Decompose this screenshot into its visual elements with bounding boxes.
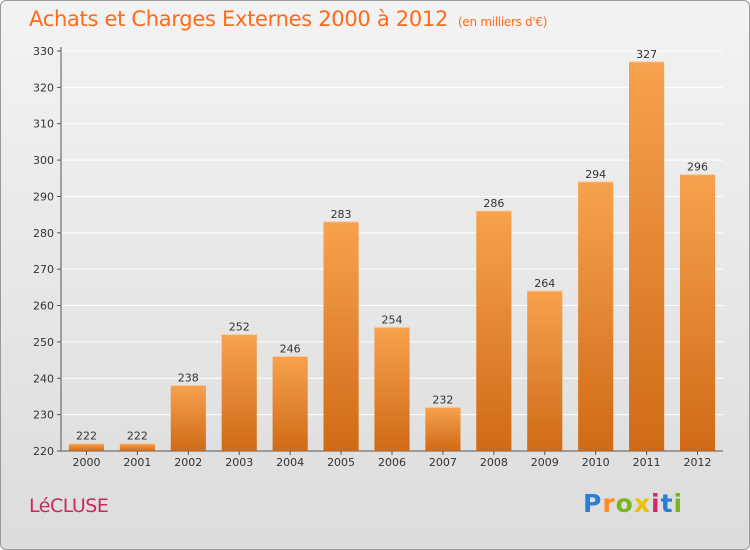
y-tick-label: 310 bbox=[33, 118, 54, 131]
x-tick-label: 2001 bbox=[123, 456, 151, 469]
y-tick-label: 220 bbox=[33, 445, 54, 458]
x-tick-label: 2011 bbox=[633, 456, 661, 469]
x-tick-label: 2005 bbox=[327, 456, 355, 469]
y-tick-label: 250 bbox=[33, 336, 54, 349]
logo-letter: r bbox=[602, 489, 616, 518]
bar-value-label: 222 bbox=[127, 430, 148, 443]
x-tick-label: 2008 bbox=[480, 456, 508, 469]
y-tick-label: 300 bbox=[33, 154, 54, 167]
bar bbox=[679, 174, 716, 452]
bar-value-label: 283 bbox=[331, 208, 352, 221]
bar bbox=[425, 407, 461, 451]
commune-name: LéCLUSE bbox=[29, 495, 109, 517]
bar-value-label: 264 bbox=[534, 277, 555, 290]
logo-letter: i bbox=[651, 489, 661, 518]
bar bbox=[119, 443, 155, 451]
bar bbox=[272, 356, 308, 451]
x-tick-label: 2010 bbox=[582, 456, 610, 469]
y-tick-label: 240 bbox=[33, 372, 54, 385]
chart-title: Achats et Charges Externes 2000 à 2012 bbox=[29, 7, 449, 31]
x-tick-label: 2004 bbox=[276, 456, 304, 469]
x-tick-label: 2000 bbox=[72, 456, 100, 469]
bar-value-label: 246 bbox=[280, 342, 301, 355]
y-tick-label: 270 bbox=[33, 263, 54, 276]
bar-value-label: 254 bbox=[382, 313, 403, 326]
y-tick-label: 290 bbox=[33, 190, 54, 203]
x-tick-label: 2002 bbox=[174, 456, 202, 469]
y-tick-label: 280 bbox=[33, 227, 54, 240]
y-tick-label: 230 bbox=[33, 409, 54, 422]
y-tick-label: 260 bbox=[33, 300, 54, 313]
chart-title-block: Achats et Charges Externes 2000 à 2012 (e… bbox=[29, 7, 547, 31]
bar bbox=[476, 211, 512, 451]
logo-letter: P bbox=[583, 489, 603, 518]
bar-value-label: 286 bbox=[483, 197, 504, 210]
bar bbox=[578, 181, 614, 451]
x-tick-label: 2006 bbox=[378, 456, 406, 469]
logo-letter: i bbox=[673, 489, 684, 518]
bar-value-label: 327 bbox=[636, 48, 657, 61]
bar-value-label: 232 bbox=[432, 393, 453, 406]
logo-letter: o bbox=[615, 489, 634, 518]
bar bbox=[170, 385, 206, 451]
bar-value-label: 252 bbox=[229, 321, 250, 334]
bar-value-label: 294 bbox=[585, 168, 606, 181]
chart-unit: (en milliers d'€) bbox=[458, 15, 548, 29]
x-tick-label: 2003 bbox=[225, 456, 253, 469]
bar-value-label: 296 bbox=[687, 161, 708, 174]
logo-letter: x bbox=[633, 489, 651, 518]
logo-letter: t bbox=[660, 489, 674, 518]
bar bbox=[68, 443, 105, 451]
bar bbox=[629, 61, 665, 452]
bar bbox=[527, 291, 563, 451]
bar-value-label: 238 bbox=[178, 372, 199, 385]
bar bbox=[323, 221, 359, 451]
x-tick-label: 2012 bbox=[684, 456, 712, 469]
bar bbox=[374, 327, 410, 451]
labels: 220 230 240 250 260 270 280 290 300 310 320 330 222 2… bbox=[33, 45, 712, 469]
bars bbox=[68, 61, 716, 452]
proxiti-logo: Proxiti bbox=[583, 489, 683, 518]
y-tick-label: 320 bbox=[33, 81, 54, 94]
x-tick-label: 2007 bbox=[429, 456, 457, 469]
bar-value-label: 222 bbox=[76, 430, 97, 443]
bar bbox=[221, 334, 257, 451]
y-tick-label: 330 bbox=[33, 45, 54, 58]
x-tick-label: 2009 bbox=[531, 456, 559, 469]
